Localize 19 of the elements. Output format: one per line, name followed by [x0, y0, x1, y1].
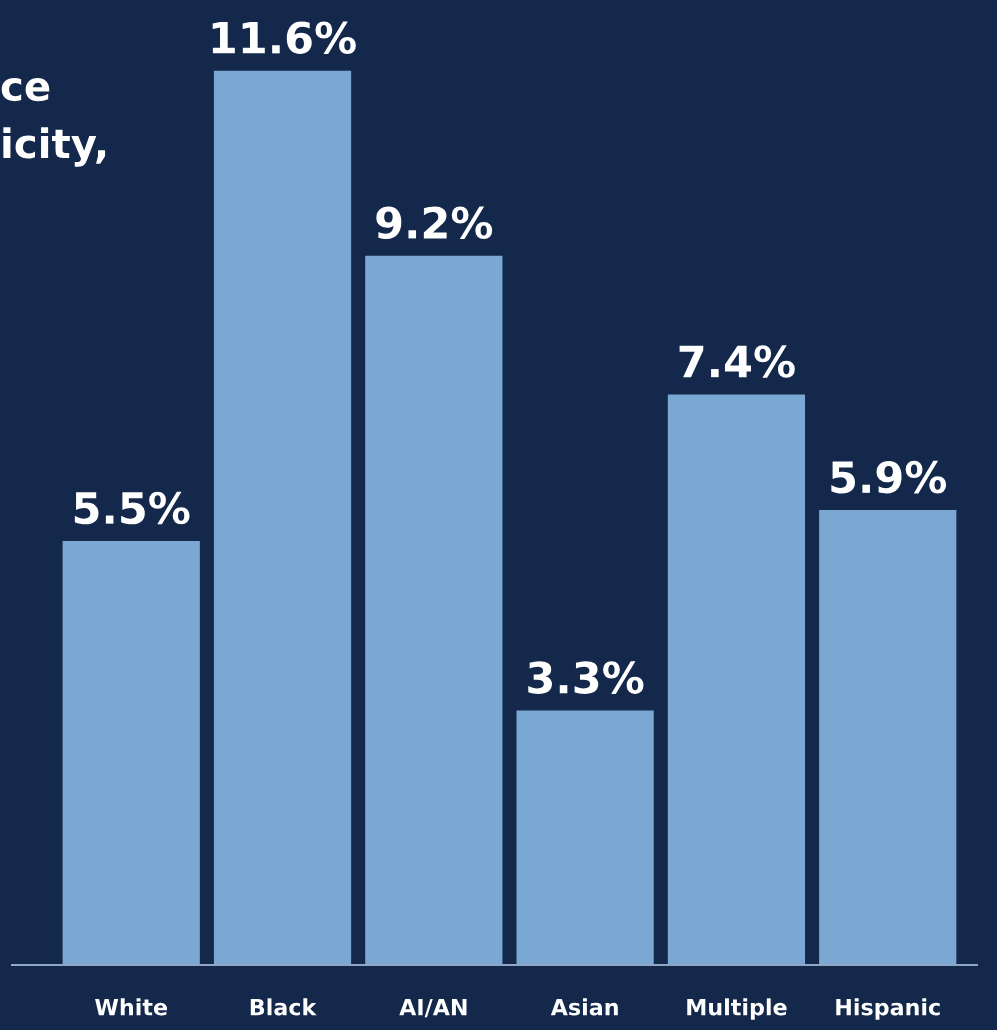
data-label: 5.9%	[831, 460, 947, 494]
x-tick-label: Asian	[550, 998, 618, 1016]
x-tick-label: AI/AN	[399, 999, 467, 1018]
bar	[62, 540, 200, 965]
bar	[213, 70, 352, 965]
x-tick-label: Hispanic	[836, 998, 940, 1020]
text: ce icity,	[1, 78, 106, 167]
data-label: 7.4%	[679, 345, 795, 378]
bar	[516, 710, 654, 965]
data-label: 3.3%	[528, 661, 644, 694]
data-label: 11.6%	[212, 21, 356, 54]
bar	[819, 510, 957, 965]
x-tick-label: Black	[250, 998, 317, 1016]
x-tick-label: Multiple	[687, 998, 787, 1020]
bar	[667, 394, 806, 965]
data-label: 5.5%	[74, 491, 190, 525]
data-label: 9.2%	[376, 206, 493, 240]
x-tick-label: White	[95, 998, 167, 1016]
bar	[365, 255, 503, 965]
